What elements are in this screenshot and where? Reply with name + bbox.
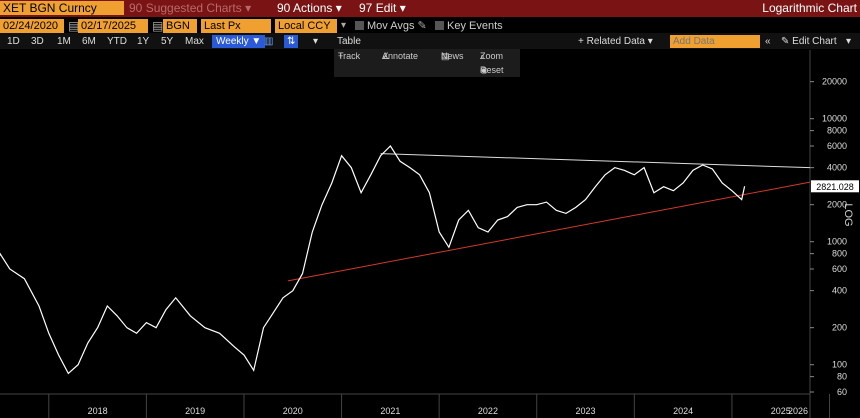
zoom-label: Zoom [480, 51, 504, 61]
y-tick-label: 6000 [827, 141, 847, 151]
chevron-down-icon: ▾ [399, 1, 406, 15]
y-tick-label: 400 [832, 286, 847, 296]
period-max[interactable]: Max [185, 36, 204, 47]
x-tick-label: 2021 [380, 406, 400, 416]
chart-type-title: Logarithmic Chart [762, 1, 857, 15]
y-tick-label: 100 [832, 360, 847, 370]
y-tick-label: 8000 [827, 126, 847, 136]
x-tick-label: 2020 [283, 406, 303, 416]
y-tick-label: 60 [837, 387, 847, 397]
header-bar [0, 0, 860, 17]
checkbox-icon [355, 21, 364, 30]
last-value-badge [811, 180, 859, 193]
actions-menu[interactable]: 90 Actions ▾ [274, 1, 354, 15]
reset-label: Reset [480, 65, 504, 75]
news-icon: ▤ [441, 51, 450, 61]
end-date-field[interactable]: 02/17/2025 [78, 19, 148, 33]
pencil-icon: ✎ [781, 36, 790, 47]
checkbox-icon [435, 21, 444, 30]
crosshair-icon: + [338, 51, 344, 61]
pencil-icon: ∠ [382, 51, 391, 61]
actions-label: Actions [293, 1, 333, 15]
edit-chart-label: Edit Chart [792, 36, 837, 47]
period-6m[interactable]: 6M [82, 36, 96, 47]
y-tick-label: 4000 [827, 163, 847, 173]
news-label: News [441, 51, 464, 61]
period-1m[interactable]: 1M [57, 36, 71, 47]
suggested-charts-menu[interactable]: 90 Suggested Charts ▾ [126, 1, 271, 15]
chevron-down-icon: ▾ [647, 36, 653, 47]
bar-type-icon[interactable]: ▥ [264, 36, 274, 47]
edit-label: Edit [375, 1, 397, 15]
related-data-label: + Related Data [578, 36, 645, 47]
x-tick-label: 2022 [478, 406, 498, 416]
x-tick-label: 2019 [185, 406, 205, 416]
chevron-down-icon: ▾ [245, 1, 252, 15]
calendar-icon[interactable]: ▤ [68, 19, 80, 33]
track-label: Track [338, 51, 361, 61]
add-data-input[interactable] [670, 35, 760, 48]
related-data-menu[interactable]: + Related Data ▾ [578, 35, 653, 48]
y-tick-label: 800 [832, 249, 847, 259]
upper-trendline [380, 153, 811, 169]
y-axis-label: LOG [842, 203, 854, 226]
table-button[interactable]: Table [337, 36, 361, 47]
period-1y[interactable]: 1Y [137, 36, 150, 47]
edit-chart-button[interactable]: ✎ Edit Chart [781, 35, 837, 48]
key-events-label: Key Events [447, 20, 503, 32]
mov-avgs-label: Mov Avgs [367, 20, 415, 32]
period-3d[interactable]: 3D [31, 36, 44, 47]
chevron-down-icon: ▾ [335, 1, 342, 15]
frequency-label: Weekly [216, 36, 249, 47]
chevron-down-icon: ▼ [251, 36, 262, 47]
pencil-icon: ✎ [414, 20, 427, 32]
chart-style-icon[interactable]: ⇅ [284, 35, 299, 48]
suggested-charts-label: Suggested Charts [145, 1, 242, 15]
y-tick-label: 10000 [822, 114, 847, 124]
x-tick-label: 2024 [673, 406, 693, 416]
frequency-selector[interactable]: Weekly ▼ [212, 35, 266, 48]
menu-number-97: 97 [359, 1, 373, 15]
chevron-down-icon[interactable]: ▾ [341, 20, 347, 31]
y-tick-label: 600 [832, 264, 847, 274]
key-events-toggle[interactable]: Key Events [432, 19, 522, 33]
y-tick-label: 200 [832, 323, 847, 333]
x-tick-label: 2025 [771, 406, 791, 416]
chart-tools-panel: + Track ∠ Annotate ▤ News ⌕ Zoom ◉ Reset [334, 49, 520, 77]
y-tick-label: 80 [837, 372, 847, 382]
y-tick-label: 20000 [822, 77, 847, 87]
chevron-down-icon[interactable]: ▾ [313, 36, 319, 47]
field-selector[interactable]: Last Px [201, 19, 271, 33]
mov-avgs-toggle[interactable]: Mov Avgs ✎ [352, 19, 432, 33]
x-tick-label: 2018 [88, 406, 108, 416]
menu-number-90a: 90 [129, 1, 143, 15]
period-5y[interactable]: 5Y [161, 36, 174, 47]
currency-selector[interactable]: Local CCY [275, 19, 337, 33]
period-1d[interactable]: 1D [7, 36, 20, 47]
period-ytd[interactable]: YTD [107, 36, 127, 47]
menu-number-90b: 90 [277, 1, 291, 15]
chevron-down-icon[interactable]: ▾ [846, 36, 852, 47]
security-field[interactable]: XET BGN Curncy [0, 1, 124, 15]
magnifier-icon: ⌕ [480, 51, 486, 61]
edit-menu[interactable]: 97 Edit ▾ [356, 1, 416, 15]
annotate-label: Annotate [382, 51, 419, 61]
collapse-icon[interactable]: « [765, 36, 771, 47]
x-tick-label: 2023 [576, 406, 596, 416]
x-tick-label: 2026 [788, 406, 808, 416]
source-field[interactable]: BGN [163, 19, 197, 33]
start-date-field[interactable]: 02/24/2020 [0, 19, 64, 33]
y-tick-label: 1000 [827, 237, 847, 247]
lower-trendline [287, 181, 811, 282]
last-value-label: 2821.028 [816, 182, 854, 192]
y-tick-label: 2000 [827, 200, 847, 210]
price-series-line [0, 145, 746, 375]
calendar-icon[interactable]: ▤ [152, 19, 164, 33]
reset-icon: ◉ [480, 65, 488, 75]
